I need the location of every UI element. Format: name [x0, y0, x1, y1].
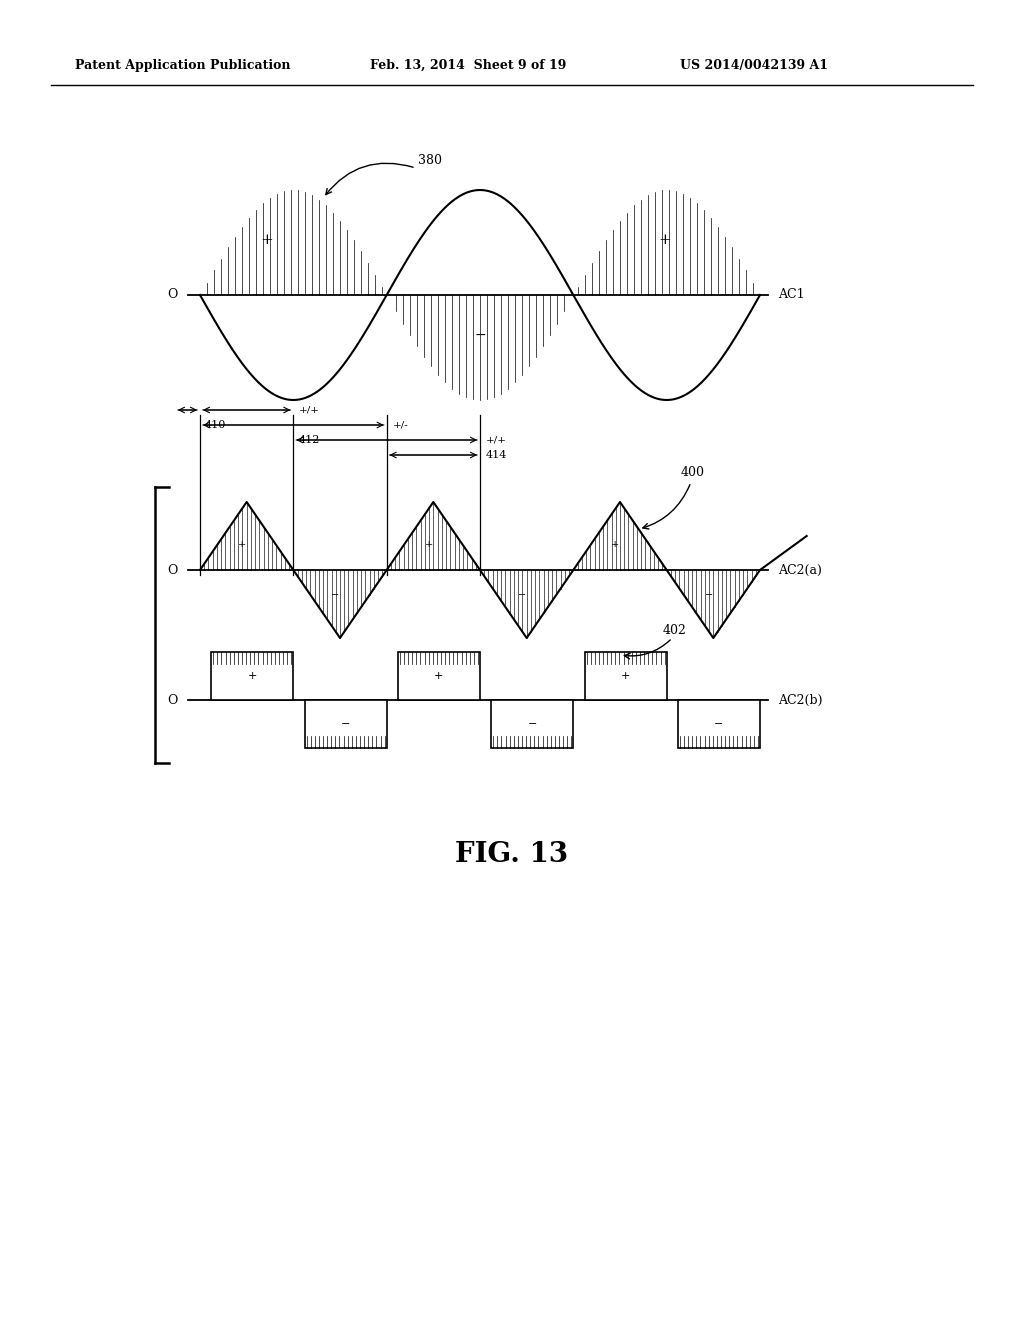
Text: +: + [425, 540, 433, 549]
Text: −: − [527, 719, 537, 729]
Text: 414: 414 [486, 450, 507, 459]
Text: +: + [434, 671, 443, 681]
Text: −: − [332, 591, 339, 601]
Text: 400: 400 [681, 466, 705, 479]
Text: FIG. 13: FIG. 13 [456, 842, 568, 869]
Text: O: O [167, 693, 177, 706]
Text: −: − [518, 591, 526, 601]
Text: US 2014/0042139 A1: US 2014/0042139 A1 [680, 58, 828, 71]
Text: 410: 410 [205, 420, 226, 430]
Bar [398, 652, 480, 700]
Bar [585, 652, 667, 700]
Text: +: + [658, 234, 671, 247]
Text: O: O [167, 289, 177, 301]
Text: O: O [167, 564, 177, 577]
Bar [492, 700, 573, 748]
Text: −: − [474, 327, 485, 342]
Text: +/-: +/- [392, 421, 409, 429]
Text: +: + [248, 671, 257, 681]
Text: AC2(a): AC2(a) [778, 564, 822, 577]
Text: +/+: +/+ [299, 405, 321, 414]
Text: Patent Application Publication: Patent Application Publication [75, 58, 291, 71]
Text: 412: 412 [298, 436, 319, 445]
Text: +: + [621, 671, 631, 681]
Text: AC1: AC1 [778, 289, 805, 301]
Text: AC2(b): AC2(b) [778, 693, 822, 706]
Text: −: − [705, 591, 713, 601]
Text: 402: 402 [663, 623, 686, 636]
Text: −: − [341, 719, 350, 729]
Text: +: + [238, 540, 246, 549]
Text: 380: 380 [418, 153, 441, 166]
Bar [304, 700, 387, 748]
Bar [678, 700, 760, 748]
Text: −: − [715, 719, 724, 729]
Text: Feb. 13, 2014  Sheet 9 of 19: Feb. 13, 2014 Sheet 9 of 19 [370, 58, 566, 71]
Text: +: + [611, 540, 620, 549]
Bar [211, 652, 293, 700]
Text: +/+: +/+ [486, 436, 507, 445]
Text: +: + [261, 234, 273, 247]
